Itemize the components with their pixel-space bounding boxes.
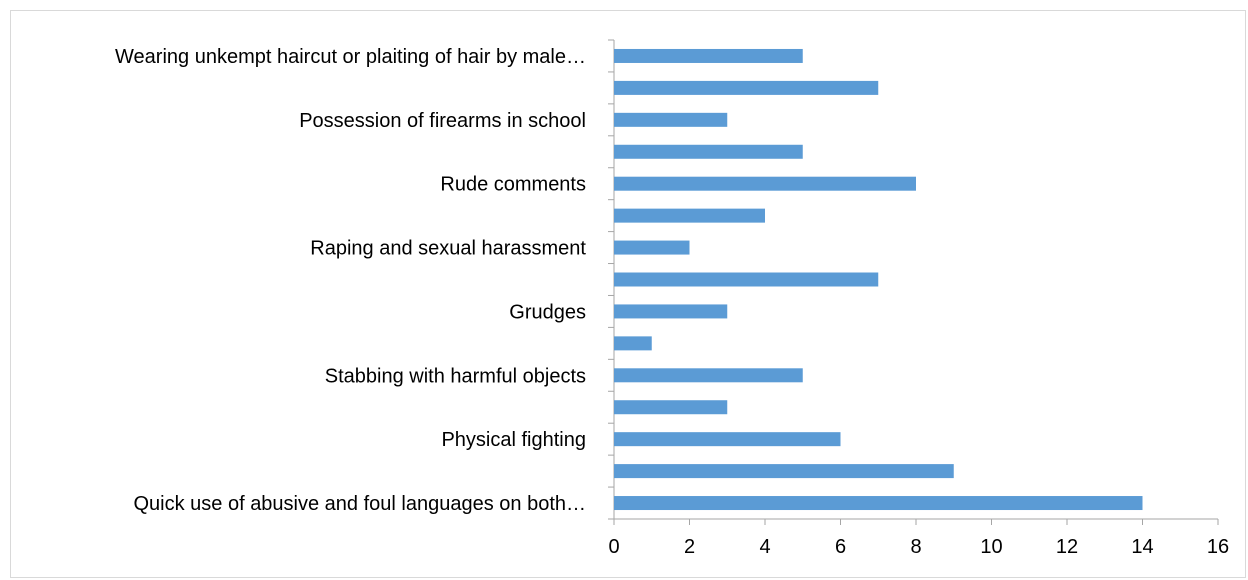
chart-frame bbox=[10, 10, 1246, 578]
x-tick-label: 4 bbox=[759, 536, 770, 558]
bar bbox=[614, 80, 879, 95]
category-label: Stabbing with harmful objects bbox=[325, 365, 586, 387]
category-labels: Wearing unkempt haircut or plaiting of h… bbox=[115, 46, 586, 515]
x-tick-label: 10 bbox=[980, 536, 1002, 558]
bar bbox=[614, 304, 728, 319]
bar bbox=[614, 368, 803, 383]
category-label: Quick use of abusive and foul languages … bbox=[133, 493, 586, 515]
bar bbox=[614, 464, 954, 479]
category-label: Possession of firearms in school bbox=[299, 110, 586, 132]
x-tick-labels: 0 2 4 6 8 10 12 14 16 bbox=[608, 536, 1229, 558]
bar bbox=[614, 112, 728, 127]
bar bbox=[614, 496, 1143, 511]
bar bbox=[614, 48, 803, 63]
x-tick-label: 0 bbox=[608, 536, 619, 558]
category-label: Raping and sexual harassment bbox=[310, 238, 586, 260]
chart-bars bbox=[614, 48, 1143, 511]
bar bbox=[614, 176, 916, 191]
bar bbox=[614, 208, 765, 223]
bar bbox=[614, 144, 803, 159]
bar bbox=[614, 432, 841, 447]
x-tick-label: 6 bbox=[835, 536, 846, 558]
category-label: Physical fighting bbox=[441, 429, 586, 451]
x-tick-label: 12 bbox=[1056, 536, 1078, 558]
bar bbox=[614, 240, 690, 255]
x-tick-label: 16 bbox=[1207, 536, 1229, 558]
category-label: Grudges bbox=[509, 301, 586, 323]
category-label: Wearing unkempt haircut or plaiting of h… bbox=[115, 46, 586, 68]
x-tick-label: 14 bbox=[1131, 536, 1153, 558]
bar bbox=[614, 400, 728, 415]
category-label: Rude comments bbox=[440, 174, 586, 196]
x-tick-label: 8 bbox=[910, 536, 921, 558]
x-tick-label: 2 bbox=[684, 536, 695, 558]
bar bbox=[614, 336, 652, 351]
bar bbox=[614, 272, 879, 287]
